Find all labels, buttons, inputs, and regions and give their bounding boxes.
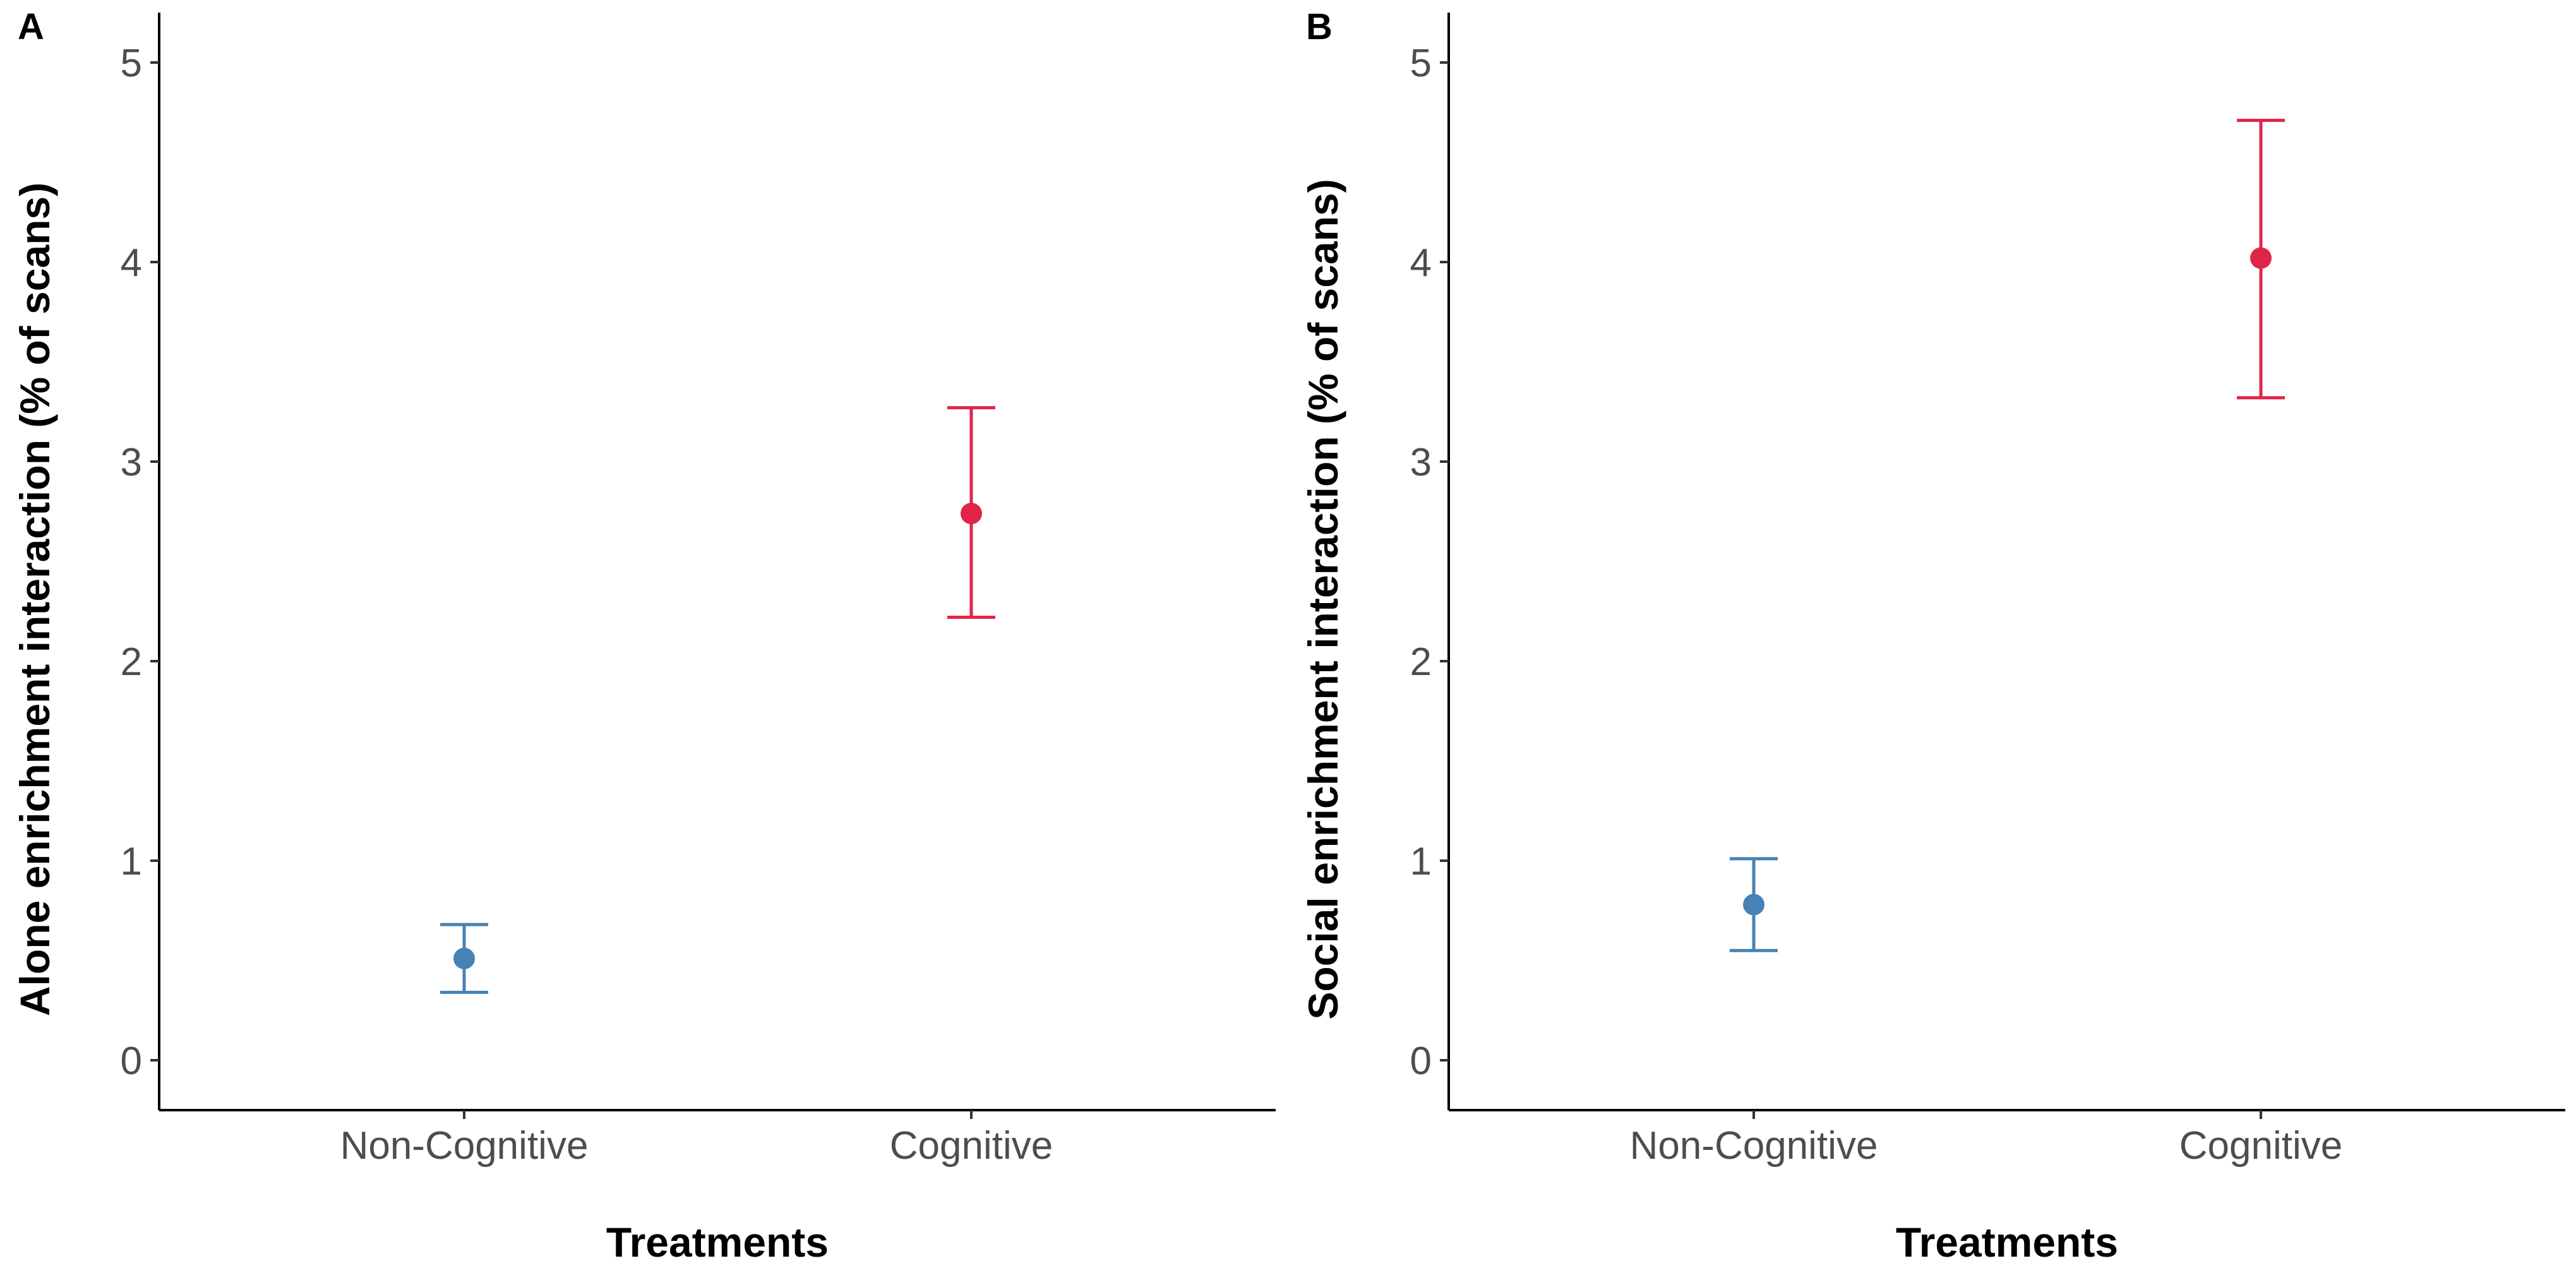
y-tick-label: 3	[121, 441, 142, 484]
data-point	[453, 947, 475, 969]
data-point-group	[2237, 119, 2285, 400]
data-point	[961, 503, 982, 525]
y-tick-label: 0	[1410, 1039, 1432, 1083]
x-tick-label: Cognitive	[890, 1124, 1053, 1168]
data-point	[2250, 247, 2272, 269]
y-axis-title: Social enrichment interaction (% of scan…	[1300, 179, 1346, 1019]
y-tick-label: 2	[1410, 640, 1432, 684]
y-tick-label: 2	[121, 640, 142, 684]
y-tick-label: 0	[121, 1039, 142, 1083]
y-axis-title: Alone enrichment interaction (% of scans…	[11, 182, 58, 1016]
x-tick-label: Non-Cognitive	[1630, 1124, 1878, 1168]
x-axis-title: Treatments	[1896, 1219, 2118, 1265]
y-tick-label: 4	[121, 241, 142, 285]
y-tick-label: 5	[1410, 42, 1432, 85]
y-tick-label: 4	[1410, 241, 1432, 285]
data-point-group	[440, 923, 488, 995]
panel-a: A 0 1 2 3 4 5 Non-Cognitive Cognitive Treatments A…	[11, 6, 1276, 1265]
y-tick-label: 3	[1410, 441, 1432, 484]
x-tick-label: Non-Cognitive	[340, 1124, 589, 1168]
y-tick-label: 1	[121, 840, 142, 883]
y-tick-label: 1	[1410, 840, 1432, 883]
x-tick-label: Cognitive	[2179, 1124, 2342, 1168]
panel-label: B	[1306, 6, 1333, 47]
panel-b: B 0 1 2 3 4 5 Non-Cognitive Cognitive Treatments S…	[1300, 6, 2565, 1265]
x-axis-title: Treatments	[606, 1219, 829, 1265]
data-point	[1743, 894, 1764, 916]
panel-label: A	[18, 6, 44, 47]
y-tick-label: 5	[121, 42, 142, 85]
data-point-group	[947, 406, 995, 619]
data-point-group	[1730, 857, 1778, 952]
